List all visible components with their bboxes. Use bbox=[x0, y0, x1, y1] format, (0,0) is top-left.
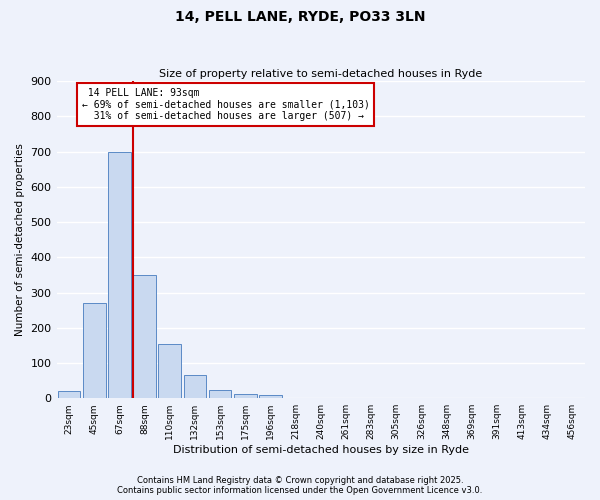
Bar bbox=[158, 344, 181, 398]
Bar bbox=[133, 275, 156, 398]
Text: Contains HM Land Registry data © Crown copyright and database right 2025.
Contai: Contains HM Land Registry data © Crown c… bbox=[118, 476, 482, 495]
X-axis label: Distribution of semi-detached houses by size in Ryde: Distribution of semi-detached houses by … bbox=[173, 445, 469, 455]
Bar bbox=[58, 391, 80, 398]
Text: 14 PELL LANE: 93sqm
← 69% of semi-detached houses are smaller (1,103)
  31% of s: 14 PELL LANE: 93sqm ← 69% of semi-detach… bbox=[82, 88, 370, 122]
Bar bbox=[83, 303, 106, 398]
Bar bbox=[209, 390, 232, 398]
Bar bbox=[184, 376, 206, 398]
Title: Size of property relative to semi-detached houses in Ryde: Size of property relative to semi-detach… bbox=[159, 69, 482, 79]
Bar bbox=[108, 152, 131, 398]
Y-axis label: Number of semi-detached properties: Number of semi-detached properties bbox=[15, 143, 25, 336]
Bar bbox=[259, 396, 282, 398]
Bar bbox=[234, 394, 257, 398]
Text: 14, PELL LANE, RYDE, PO33 3LN: 14, PELL LANE, RYDE, PO33 3LN bbox=[175, 10, 425, 24]
